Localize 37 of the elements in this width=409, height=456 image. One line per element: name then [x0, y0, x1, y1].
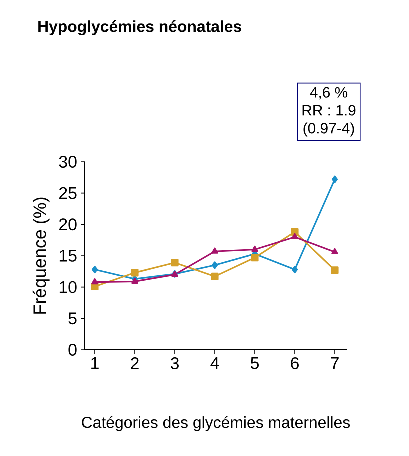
x-tick-label: 4: [210, 358, 220, 370]
point: [252, 246, 258, 252]
y-tick-label: 0: [68, 344, 77, 356]
point: [131, 269, 139, 277]
x-tick-label: 5: [250, 358, 259, 370]
text: RR : 1.9: [302, 105, 356, 116]
point: [211, 272, 219, 280]
text: 4,6 %: [310, 87, 348, 100]
point: [292, 266, 298, 274]
y-tick-label: 10: [60, 281, 77, 294]
point: [212, 248, 218, 254]
y-tick-label: 25: [60, 187, 77, 200]
point: [332, 248, 338, 255]
x-tick-label: 6: [291, 358, 299, 370]
chart-title: Hypoglycémies néonatales: [38, 20, 242, 36]
x-tick-label: 3: [170, 358, 179, 370]
point: [91, 282, 99, 290]
x-tick-label: 2: [131, 358, 139, 370]
point: [331, 266, 339, 274]
point: [212, 262, 218, 270]
x-tick-label: 7: [331, 358, 339, 370]
x-tick-label: 1: [92, 358, 99, 370]
y-tick-label: 15: [60, 250, 77, 262]
point: [292, 233, 298, 240]
point: [171, 259, 179, 267]
y-tick-label: 30: [59, 156, 77, 168]
point: [332, 176, 338, 184]
y-axis-title: Fréquence (%): [32, 198, 50, 314]
text: (0.97-4): [304, 122, 354, 137]
x-axis-title: Catégories des glycémies maternelles: [82, 416, 350, 432]
point: [251, 254, 259, 262]
point: [132, 278, 138, 284]
point: [291, 228, 299, 236]
y-tick-label: 5: [68, 312, 77, 325]
point: [92, 278, 98, 285]
point: [92, 266, 98, 274]
y-tick-label: 20: [60, 218, 77, 231]
